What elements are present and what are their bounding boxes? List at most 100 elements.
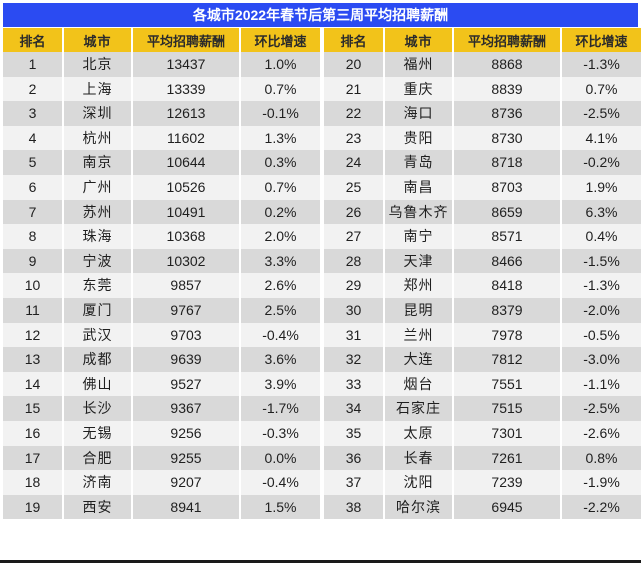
cell-growth: -3.0% <box>561 347 641 372</box>
table-row: 18 济南 9207 -0.4% 37 沈阳 7239 -1.9% <box>3 470 641 495</box>
cell-growth: -1.1% <box>561 371 641 397</box>
cell-salary: 8839 <box>453 76 562 102</box>
cell-rank: 22 <box>324 101 385 126</box>
cell-city: 南宁 <box>384 224 454 249</box>
cell-city: 宁波 <box>63 248 133 274</box>
cell-salary: 10526 <box>132 174 241 200</box>
cell-city: 太原 <box>384 420 454 446</box>
cell-growth: -1.5% <box>561 248 641 274</box>
cell-column-gap <box>320 101 324 126</box>
cell-salary: 8379 <box>453 297 562 323</box>
cell-city: 杭州 <box>63 125 133 151</box>
cell-city: 武汉 <box>63 322 133 348</box>
cell-city: 天津 <box>384 248 454 274</box>
cell-column-gap <box>320 125 324 151</box>
cell-growth: 0.7% <box>240 76 320 102</box>
cell-city: 南京 <box>63 150 133 175</box>
cell-rank: 35 <box>324 420 385 446</box>
cell-growth: 1.5% <box>240 494 320 520</box>
cell-salary: 10368 <box>132 224 241 249</box>
header-salary-left: 平均招聘薪酬 <box>132 28 241 52</box>
table-body: 1 北京 13437 1.0% 20 福州 8868 -1.3% 2 上海 13339 0.7% 21 重… <box>3 52 641 520</box>
page-title: 各城市2022年春节后第三周平均招聘薪酬 <box>3 3 638 27</box>
header-rank-left: 排名 <box>3 28 64 52</box>
table-row: 14 佛山 9527 3.9% 33 烟台 7551 -1.1% <box>3 371 641 397</box>
table-row: 17 合肥 9255 0.0% 36 长春 7261 0.8% <box>3 445 641 471</box>
cell-rank: 38 <box>324 494 385 520</box>
cell-rank: 18 <box>3 470 64 495</box>
table-row: 16 无锡 9256 -0.3% 35 太原 7301 -2.6% <box>3 420 641 446</box>
table-row: 6 广州 10526 0.7% 25 南昌 8703 1.9% <box>3 174 641 200</box>
table-row: 11 厦门 9767 2.5% 30 昆明 8379 -2.0% <box>3 297 641 323</box>
table-row: 1 北京 13437 1.0% 20 福州 8868 -1.3% <box>3 52 641 77</box>
cell-city: 苏州 <box>63 199 133 225</box>
cell-rank: 20 <box>324 52 385 77</box>
table-row: 19 西安 8941 1.5% 38 哈尔滨 6945 -2.2% <box>3 494 641 520</box>
cell-rank: 34 <box>324 396 385 421</box>
cell-column-gap <box>320 371 324 397</box>
cell-growth: 1.3% <box>240 125 320 151</box>
cell-column-gap <box>320 420 324 446</box>
cell-growth: -0.3% <box>240 420 320 446</box>
cell-column-gap <box>320 470 324 495</box>
cell-salary: 8941 <box>132 494 241 520</box>
cell-city: 哈尔滨 <box>384 494 454 520</box>
cell-growth: -0.4% <box>240 470 320 495</box>
cell-salary: 10302 <box>132 248 241 274</box>
cell-rank: 5 <box>3 150 64 175</box>
header-city-left: 城市 <box>63 28 133 52</box>
cell-salary: 8868 <box>453 52 562 77</box>
cell-column-gap <box>320 494 324 520</box>
table-container: 排名 城市 平均招聘薪酬 环比增速 排名 城市 平均招聘薪酬 环比增速 1 北京 1… <box>3 28 641 520</box>
table-row: 13 成都 9639 3.6% 32 大连 7812 -3.0% <box>3 347 641 372</box>
cell-salary: 12613 <box>132 101 241 126</box>
cell-column-gap <box>320 297 324 323</box>
cell-salary: 11602 <box>132 125 241 151</box>
table-row: 8 珠海 10368 2.0% 27 南宁 8571 0.4% <box>3 224 641 249</box>
cell-salary: 8418 <box>453 273 562 298</box>
cell-city: 深圳 <box>63 101 133 126</box>
cell-salary: 8736 <box>453 101 562 126</box>
cell-city: 青岛 <box>384 150 454 175</box>
cell-city: 合肥 <box>63 445 133 471</box>
cell-rank: 14 <box>3 371 64 397</box>
cell-city: 长春 <box>384 445 454 471</box>
cell-city: 乌鲁木齐 <box>384 199 454 225</box>
cell-city: 海口 <box>384 101 454 126</box>
cell-city: 长沙 <box>63 396 133 421</box>
cell-salary: 7301 <box>453 420 562 446</box>
cell-growth: 6.3% <box>561 199 641 225</box>
cell-growth: 0.4% <box>561 224 641 249</box>
cell-salary: 9857 <box>132 273 241 298</box>
header-growth-left: 环比增速 <box>240 28 320 52</box>
cell-growth: -2.0% <box>561 297 641 323</box>
header-row: 排名 城市 平均招聘薪酬 环比增速 排名 城市 平均招聘薪酬 环比增速 <box>3 28 641 52</box>
cell-rank: 11 <box>3 297 64 323</box>
cell-salary: 9703 <box>132 322 241 348</box>
cell-column-gap <box>320 322 324 348</box>
cell-growth: 3.6% <box>240 347 320 372</box>
cell-salary: 7261 <box>453 445 562 471</box>
cell-city: 烟台 <box>384 371 454 397</box>
cell-growth: 0.3% <box>240 150 320 175</box>
cell-growth: -2.2% <box>561 494 641 520</box>
cell-growth: -0.1% <box>240 101 320 126</box>
cell-rank: 6 <box>3 174 64 200</box>
cell-rank: 27 <box>324 224 385 249</box>
cell-salary: 13437 <box>132 52 241 77</box>
cell-rank: 37 <box>324 470 385 495</box>
cell-growth: 1.0% <box>240 52 320 77</box>
cell-column-gap <box>320 76 324 102</box>
cell-growth: 0.7% <box>240 174 320 200</box>
cell-salary: 9767 <box>132 297 241 323</box>
cell-growth: -1.9% <box>561 470 641 495</box>
cell-growth: 2.6% <box>240 273 320 298</box>
cell-column-gap <box>320 199 324 225</box>
cell-column-gap <box>320 347 324 372</box>
cell-growth: 4.1% <box>561 125 641 151</box>
table-row: 3 深圳 12613 -0.1% 22 海口 8736 -2.5% <box>3 101 641 126</box>
cell-rank: 15 <box>3 396 64 421</box>
cell-growth: 2.5% <box>240 297 320 323</box>
cell-rank: 31 <box>324 322 385 348</box>
